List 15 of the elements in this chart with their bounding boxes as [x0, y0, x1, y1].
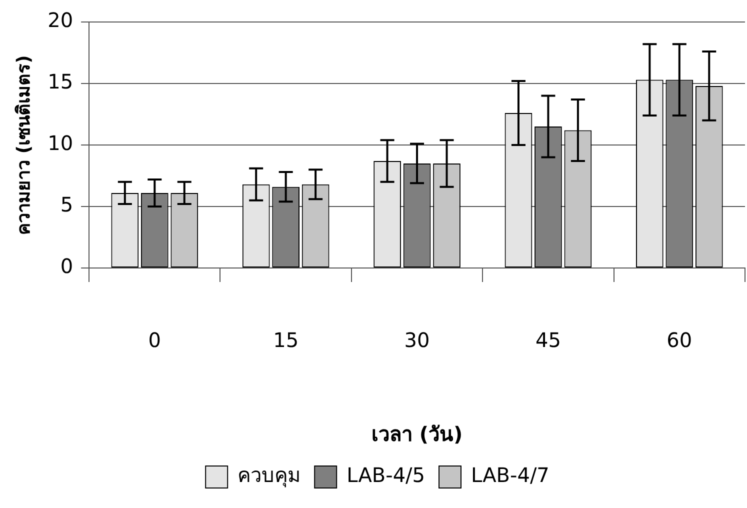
legend-label: LAB-4/7	[471, 463, 550, 488]
y-tick-label: 0	[60, 254, 74, 278]
x-tick-label: 30	[404, 328, 430, 352]
y-tick-label: 10	[48, 131, 74, 156]
legend-label: LAB-4/5	[346, 463, 426, 488]
y-tick-label: 5	[60, 192, 74, 217]
legend-label: ควบคุม	[238, 463, 301, 488]
x-tick-label: 45	[535, 328, 561, 352]
y-axis-title: ความยาว (เซนติเมตร)	[13, 55, 34, 235]
x-tick-label: 15	[273, 328, 299, 352]
x-tick-label: 60	[666, 328, 692, 352]
y-tick-label: 15	[48, 70, 74, 94]
x-axis-title: เวลา (วัน)	[371, 422, 463, 446]
x-tick-label: 0	[148, 328, 162, 352]
y-tick-label: 20	[48, 8, 74, 32]
